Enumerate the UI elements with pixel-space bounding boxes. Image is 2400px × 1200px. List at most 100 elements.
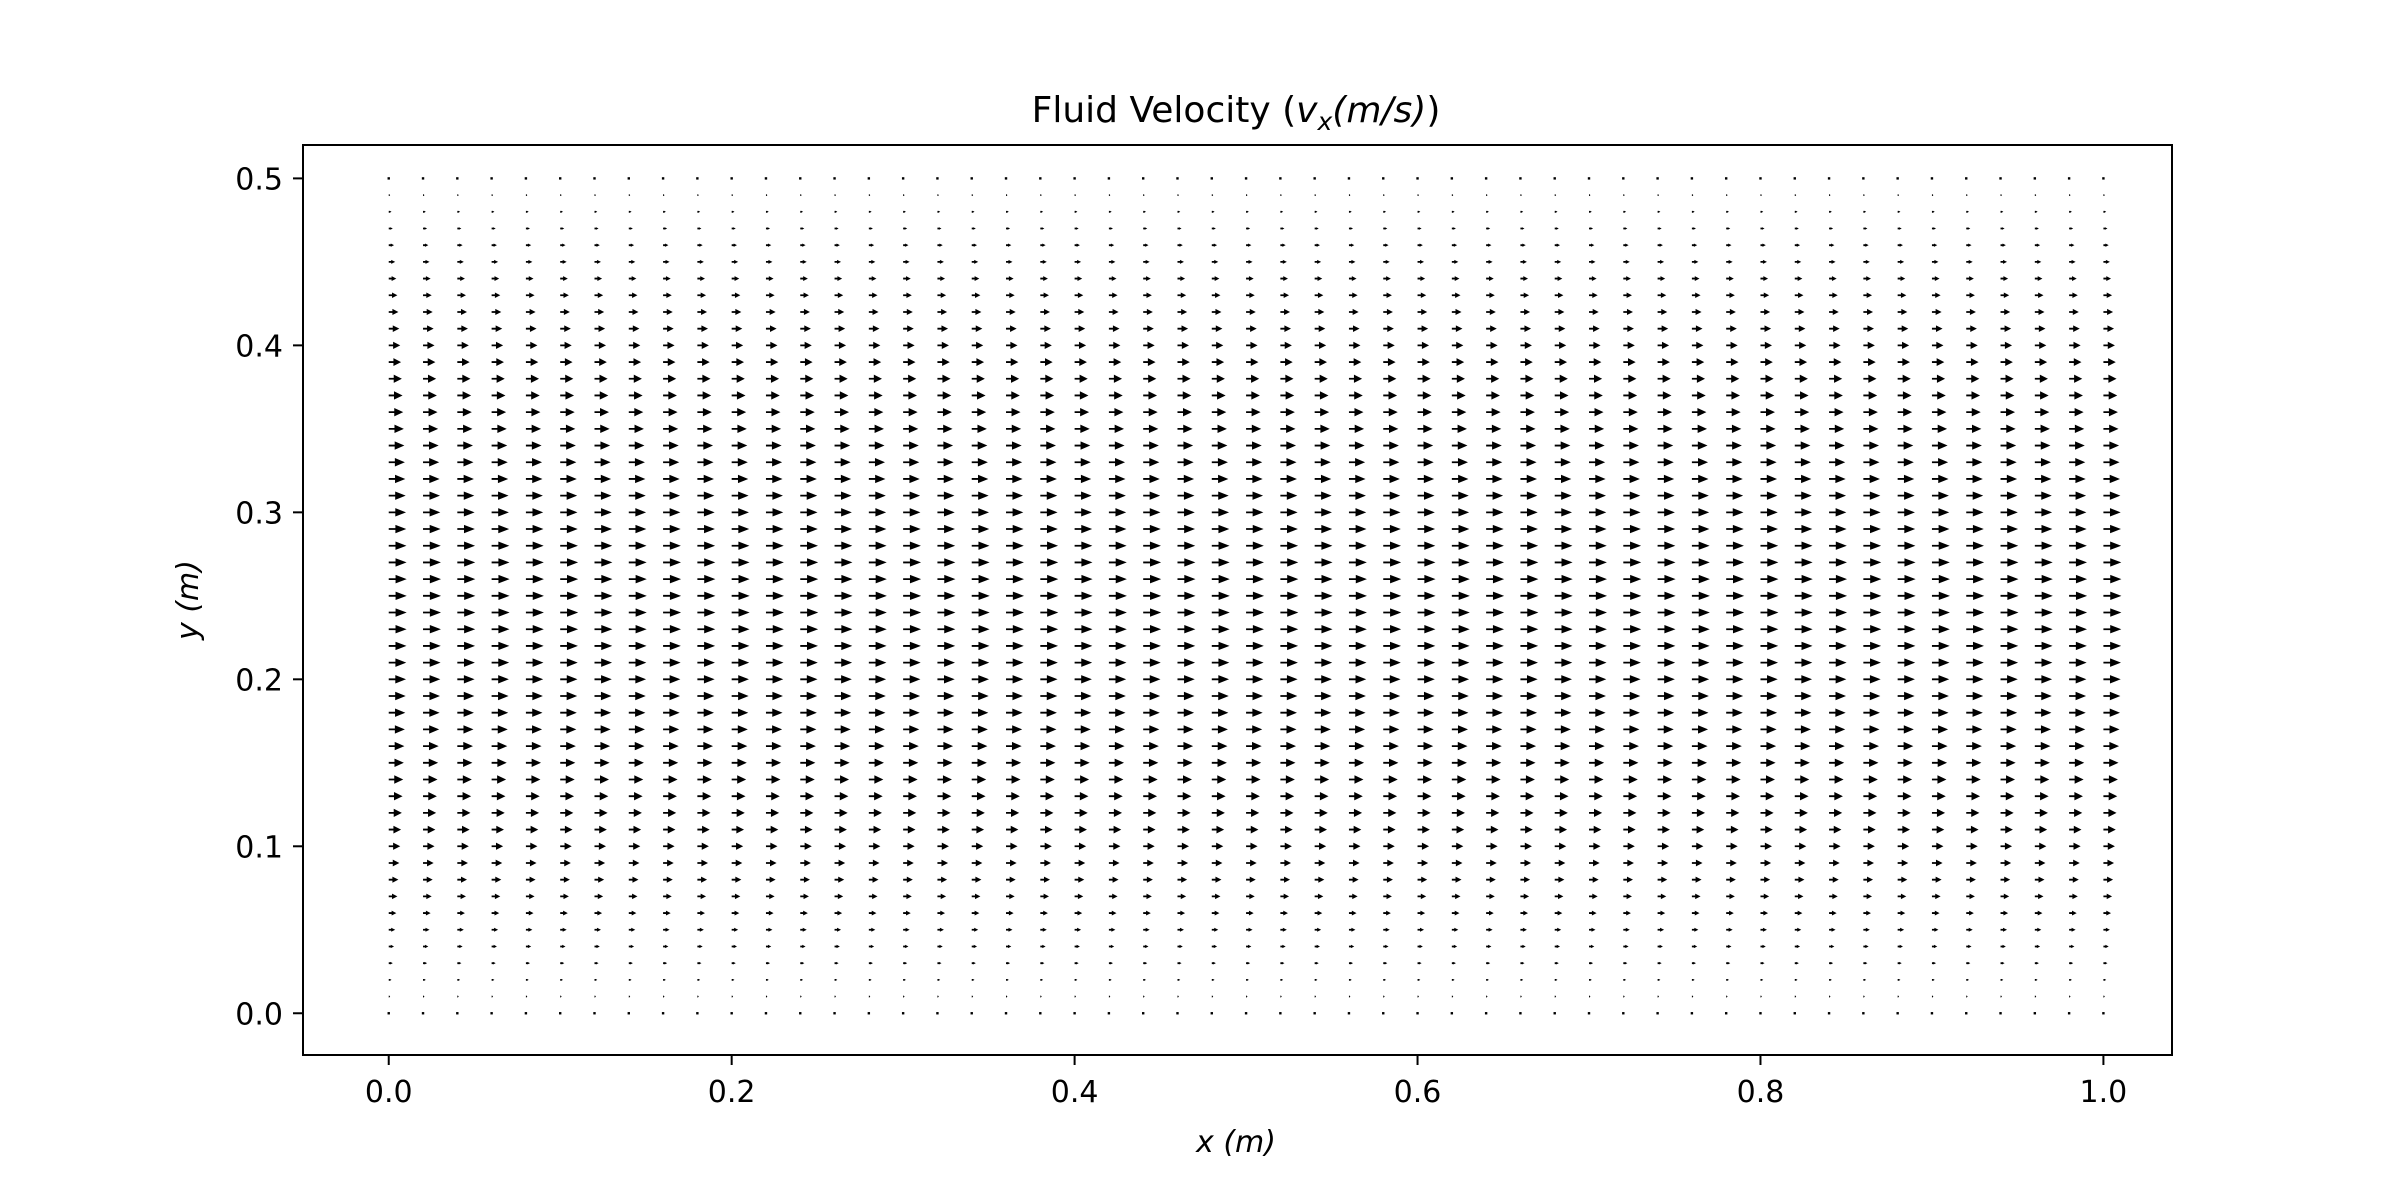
quiver-arrow [2034, 775, 2050, 784]
quiver-arrow [1520, 292, 1530, 299]
quiver-arrow [423, 508, 441, 517]
quiver-arrow [1623, 227, 1628, 230]
quiver-arrow [2034, 508, 2053, 517]
quiver-arrow [1040, 558, 1059, 567]
quiver-arrow [697, 641, 716, 651]
quiver-arrow [834, 227, 839, 230]
quiver-arrow [491, 292, 501, 299]
quiver-arrow [1108, 541, 1127, 550]
quiver-arrow [697, 358, 710, 366]
quiver-arrow [1383, 591, 1402, 601]
quiver-arrow [697, 243, 703, 247]
quiver-arrow [697, 227, 702, 230]
quiver-arrow [2069, 491, 2087, 500]
quiver-arrow [1760, 374, 1774, 383]
quiver-arrow [388, 341, 401, 349]
quiver-arrow [1691, 259, 1699, 264]
quiver-arrow [663, 859, 674, 867]
quiver-arrow [1829, 524, 1847, 534]
quiver-arrow [1760, 491, 1778, 500]
quiver-arrow [1657, 308, 1668, 316]
quiver-arrow [1040, 374, 1054, 383]
quiver-arrow [1931, 775, 1947, 784]
quiver-arrow [1246, 775, 1261, 784]
quiver-arrow [1383, 508, 1401, 517]
quiver-arrow [1040, 391, 1055, 400]
quiver-arrow [388, 441, 405, 450]
quiver-arrow [1246, 910, 1254, 916]
quiver-arrow [1177, 876, 1188, 883]
quiver-arrow [1589, 524, 1607, 534]
quiver-arrow [1280, 741, 1297, 751]
quiver-arrow [2069, 691, 2087, 701]
quiver-arrow [971, 608, 990, 617]
quiver-arrow [1794, 675, 1813, 684]
quiver-arrow [903, 210, 906, 213]
quiver-arrow [1451, 541, 1470, 550]
quiver-arrow [1006, 775, 1021, 784]
quiver-arrow [457, 558, 476, 567]
quiver-arrow [1657, 995, 1660, 998]
quiver-arrow [1383, 791, 1398, 801]
quiver-arrow [1348, 927, 1356, 932]
quiver-arrow [1348, 708, 1366, 717]
quiver-arrow [1587, 1012, 1591, 1015]
quiver-arrow [2069, 758, 2085, 767]
quiver-arrow [1177, 194, 1179, 197]
quiver-arrow [2067, 1012, 2071, 1015]
quiver-arrow [1691, 927, 1699, 932]
quiver-arrow [1966, 308, 1976, 316]
quiver-arrow [1347, 1012, 1351, 1015]
quiver-arrow [1211, 725, 1228, 734]
quiver-arrow [2069, 194, 2071, 197]
quiver-arrow [1827, 1012, 1831, 1015]
quiver-arrow [1691, 995, 1694, 998]
quiver-arrow [1108, 842, 1121, 850]
quiver-arrow [1863, 227, 1868, 230]
quiver-arrow [1143, 243, 1149, 247]
quiver-arrow [1006, 276, 1014, 281]
quiver-arrow [1829, 292, 1838, 299]
quiver-arrow [423, 424, 439, 434]
quiver-arrow [868, 876, 879, 883]
quiver-arrow [423, 210, 426, 213]
quiver-arrow [800, 243, 806, 247]
quiver-arrow [594, 708, 612, 717]
quiver-arrow [1451, 995, 1454, 998]
quiver-arrow [1863, 325, 1874, 333]
quiver-arrow [868, 741, 885, 751]
quiver-arrow [525, 341, 538, 349]
quiver-arrow [1211, 708, 1229, 717]
quiver-arrow [1211, 541, 1230, 550]
quiver-arrow [800, 508, 818, 517]
plot-area-frame [302, 144, 2173, 1056]
quiver-arrow [525, 227, 530, 230]
quiver-arrow [1726, 276, 1734, 281]
quiver-arrow [1451, 292, 1461, 299]
quiver-arrow [1074, 927, 1082, 932]
quiver-arrow [2000, 541, 2019, 550]
quiver-arrow [971, 876, 982, 883]
quiver-arrow [1589, 775, 1604, 784]
quiver-arrow [731, 791, 746, 801]
quiver-arrow [1657, 276, 1666, 281]
quiver-arrow [560, 227, 565, 230]
quiver-arrow [1040, 259, 1047, 264]
quiver-arrow [1829, 558, 1847, 567]
quiver-arrow [1280, 276, 1288, 281]
quiver-arrow [2069, 791, 2083, 801]
quiver-arrow [1314, 625, 1333, 634]
quiver-arrow [731, 458, 748, 467]
quiver-arrow [2103, 441, 2120, 450]
quiver-arrow [1246, 210, 1249, 213]
quiver-arrow [697, 725, 714, 734]
quiver-arrow [2034, 910, 2043, 916]
quiver-arrow [1589, 591, 1608, 601]
quiver-arrow [1451, 775, 1467, 784]
quiver-arrow [868, 978, 872, 981]
quiver-arrow [1383, 995, 1385, 998]
y-tick-label: 0.3 [235, 496, 283, 531]
quiver-arrow [971, 893, 981, 900]
quiver-arrow [1280, 210, 1284, 213]
quiver-arrow [423, 708, 440, 717]
